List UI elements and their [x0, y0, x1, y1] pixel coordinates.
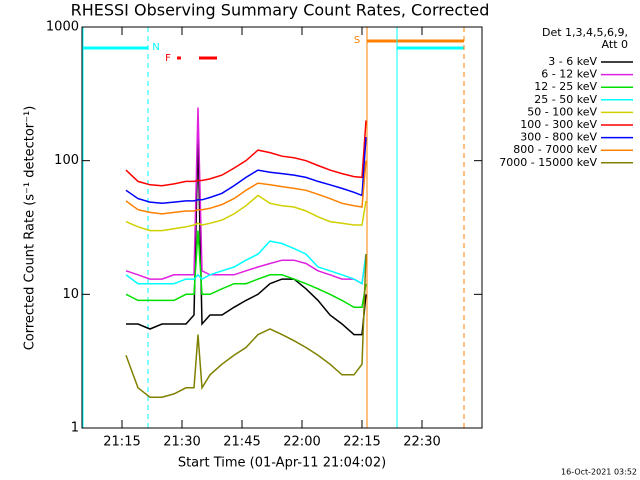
annotation: F	[165, 53, 171, 64]
series-line	[126, 137, 367, 336]
series-line	[125, 230, 367, 309]
series-line	[125, 120, 367, 187]
legend-label: 50 - 100 keV	[527, 105, 597, 118]
chart-title: RHESSI Observing Summary Count Rates, Co…	[71, 1, 490, 20]
series-line	[125, 194, 367, 232]
legend-label: 100 - 300 keV	[520, 118, 597, 131]
legend-title: Att 0	[602, 38, 628, 51]
x-axis-label: Start Time (01-Apr-11 21:04:02)	[178, 456, 386, 471]
legend-label: 300 - 800 keV	[520, 131, 597, 144]
legend-label: 7000 - 15000 keV	[499, 156, 597, 169]
y-tick-label: 1	[71, 421, 79, 436]
x-tick-label: 22:30	[403, 435, 440, 450]
x-tick-label: 21:30	[163, 435, 200, 450]
y-tick-label: 100	[54, 153, 79, 168]
y-tick-label: 1000	[46, 20, 79, 35]
y-axis-label: Corrected Count Rate (s⁻¹ detector⁻¹)	[23, 106, 38, 351]
x-tick-label: 21:15	[103, 435, 140, 450]
x-tick-label: 22:15	[343, 435, 380, 450]
series-line	[125, 107, 367, 285]
footer: 16-Oct-2021 03:52	[561, 468, 637, 477]
legend-label: 3 - 6 keV	[548, 55, 597, 68]
legend-title: Det 1,3,4,5,6,9,	[542, 26, 628, 39]
series-line	[125, 254, 367, 398]
annotation: N	[152, 42, 159, 53]
x-tick-label: 21:45	[223, 435, 260, 450]
legend-label: 12 - 25 keV	[534, 80, 597, 93]
series-line	[125, 137, 367, 205]
series-line	[125, 160, 367, 215]
flags: N F S	[82, 27, 465, 428]
y-tick-label: 10	[62, 287, 79, 302]
series-line	[125, 240, 367, 285]
legend-label: 25 - 50 keV	[534, 93, 597, 106]
annotation: S	[354, 35, 360, 46]
legend-label: 800 - 7000 keV	[513, 143, 597, 156]
legend-label: 6 - 12 keV	[541, 68, 597, 81]
plot-frame	[81, 26, 483, 429]
x-tick-label: 22:00	[283, 435, 320, 450]
